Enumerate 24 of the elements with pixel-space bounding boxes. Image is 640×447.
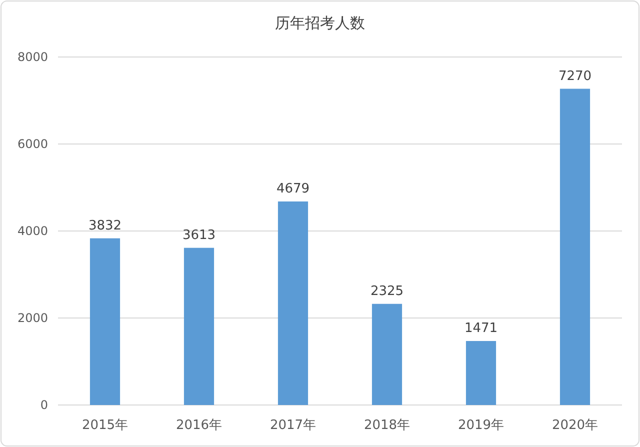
bar xyxy=(184,248,214,405)
y-tick-label: 2000 xyxy=(17,311,48,325)
x-tick-label: 2016年 xyxy=(176,418,222,433)
data-label: 3613 xyxy=(182,228,216,243)
data-label: 1471 xyxy=(464,321,498,336)
data-label: 7270 xyxy=(558,68,592,84)
x-tick-label: 2020年 xyxy=(552,418,598,433)
x-tick-label: 2017年 xyxy=(270,418,316,433)
bar xyxy=(560,88,590,405)
data-label: 2325 xyxy=(370,284,404,299)
bar xyxy=(466,341,496,405)
x-tick-label: 2018年 xyxy=(364,418,410,433)
bar xyxy=(372,304,402,405)
y-tick-label: 4000 xyxy=(17,224,48,238)
y-tick-label: 6000 xyxy=(17,137,48,151)
x-tick-label: 2015年 xyxy=(82,418,128,433)
bar xyxy=(278,201,308,405)
chart-title: 历年招考人数 xyxy=(275,14,365,32)
data-label: 3832 xyxy=(88,218,122,234)
data-label: 4679 xyxy=(276,181,310,196)
bar xyxy=(90,238,120,405)
y-tick-label: 0 xyxy=(40,398,48,412)
x-tick-label: 2019年 xyxy=(458,418,504,433)
y-tick-label: 8000 xyxy=(17,50,48,64)
